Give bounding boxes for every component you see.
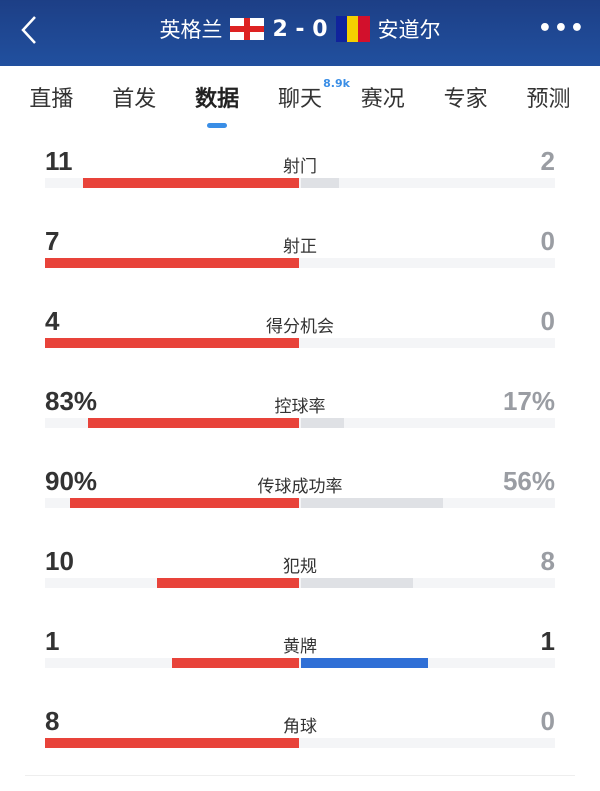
home-value: 11	[45, 146, 73, 176]
home-value: 83%	[45, 386, 98, 416]
away-team-name: 安道尔	[377, 18, 441, 42]
stat-label: 得分机会	[266, 317, 334, 337]
stat-row: 10 犯规 8	[0, 546, 600, 626]
tab-label: 预测	[526, 87, 571, 112]
stat-row: 90% 传球成功率 56%	[0, 466, 600, 546]
match-header: 英格兰 2 - 0 安道尔 •••	[0, 0, 600, 66]
stat-bar-track	[45, 738, 555, 748]
tab-5[interactable]: 专家	[444, 81, 488, 113]
stat-bar-track	[45, 338, 555, 348]
tab-0[interactable]: 直播	[29, 81, 73, 113]
stat-row: 7 射正 0	[0, 226, 600, 306]
divider	[25, 775, 575, 776]
more-icon[interactable]: •••	[537, 16, 586, 41]
tab-1[interactable]: 首发	[112, 81, 156, 113]
stat-bar-track	[45, 498, 555, 508]
tab-label: 赛况	[360, 87, 405, 112]
tab-label: 专家	[443, 87, 488, 112]
stat-label: 黄牌	[283, 637, 317, 657]
stat-bar-track	[45, 178, 555, 188]
tab-3[interactable]: 聊天 8.9k	[277, 77, 350, 113]
stat-row: 4 得分机会 0	[0, 306, 600, 386]
home-bar	[45, 258, 299, 268]
away-bar	[301, 178, 340, 188]
tab-label: 首发	[112, 87, 157, 112]
stat-bar-track	[45, 258, 555, 268]
stat-bar-track	[45, 578, 555, 588]
away-bar	[301, 498, 444, 508]
home-value: 4	[45, 306, 60, 336]
tab-4[interactable]: 赛况	[361, 81, 405, 113]
home-bar	[45, 338, 299, 348]
stat-row: 83% 控球率 17%	[0, 386, 600, 466]
stat-label: 传球成功率	[257, 477, 343, 497]
stat-row: 1 黄牌 1	[0, 626, 600, 706]
home-value: 8	[45, 706, 60, 736]
stat-bar-track	[45, 418, 555, 428]
stat-row: 8 角球 0	[0, 706, 600, 786]
away-bar	[301, 418, 345, 428]
home-team-name: 英格兰	[159, 18, 223, 42]
tab-2[interactable]: 数据	[195, 81, 240, 128]
tab-label: 聊天	[277, 87, 322, 112]
away-value: 0	[540, 226, 555, 256]
home-value: 10	[45, 546, 74, 576]
tab-label: 直播	[29, 87, 74, 112]
home-bar	[156, 578, 299, 588]
stat-row: 11 射门 2	[0, 146, 600, 226]
stat-label: 射正	[283, 237, 317, 257]
home-bar	[45, 738, 299, 748]
stat-label: 犯规	[283, 557, 317, 577]
home-bar	[172, 658, 299, 668]
away-bar	[301, 658, 428, 668]
home-bar	[83, 178, 299, 188]
away-value: 0	[540, 306, 555, 336]
score: 2 - 0	[272, 16, 328, 42]
home-bar	[70, 498, 299, 508]
home-bar	[88, 418, 299, 428]
tab-label: 数据	[195, 87, 240, 112]
home-value: 7	[45, 226, 60, 256]
away-value: 0	[540, 706, 555, 736]
home-value: 1	[45, 626, 60, 656]
away-bar	[301, 578, 413, 588]
tab-6[interactable]: 预测	[526, 81, 570, 113]
away-value: 1	[540, 626, 555, 656]
chat-count-badge: 8.9k	[323, 77, 350, 90]
stat-bar-track	[45, 658, 555, 668]
england-flag-icon	[230, 18, 265, 40]
stat-label: 射门	[283, 157, 317, 177]
away-value: 56%	[502, 466, 555, 496]
away-value: 17%	[502, 386, 555, 416]
andorra-flag-icon	[335, 16, 370, 42]
away-value: 8	[540, 546, 555, 576]
match-title: 英格兰 2 - 0 安道尔	[0, 14, 600, 44]
tab-bar: 直播 首发 数据 聊天 8.9k 赛况 专家 预测	[0, 66, 600, 128]
stat-label: 控球率	[274, 397, 326, 417]
away-value: 2	[540, 146, 555, 176]
stat-label: 角球	[283, 717, 317, 737]
home-value: 90%	[45, 466, 98, 496]
chevron-left-icon[interactable]	[18, 14, 40, 46]
